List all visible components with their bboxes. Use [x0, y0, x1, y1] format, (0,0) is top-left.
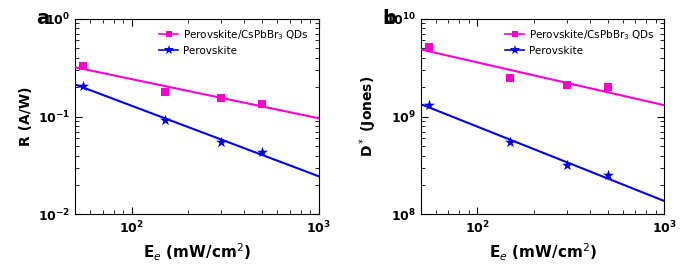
Point	[561, 163, 572, 167]
Point	[216, 140, 227, 144]
Point	[505, 76, 516, 80]
Point	[77, 64, 88, 68]
Y-axis label: D$^*$ (Jones): D$^*$ (Jones)	[358, 76, 379, 157]
Point	[603, 85, 614, 89]
Point	[423, 44, 434, 49]
Point	[561, 83, 572, 87]
Point	[257, 150, 268, 155]
Point	[159, 90, 170, 94]
Text: a: a	[36, 9, 49, 28]
Legend: Perovskite/CsPbBr$_3$ QDs, Perovskite: Perovskite/CsPbBr$_3$ QDs, Perovskite	[501, 24, 659, 60]
Legend: Perovskite/CsPbBr$_3$ QDs, Perovskite: Perovskite/CsPbBr$_3$ QDs, Perovskite	[155, 24, 314, 60]
X-axis label: E$_e$ (mW/cm$^2$): E$_e$ (mW/cm$^2$)	[143, 241, 251, 263]
Point	[159, 118, 170, 122]
X-axis label: E$_e$ (mW/cm$^2$): E$_e$ (mW/cm$^2$)	[488, 241, 597, 263]
Point	[423, 103, 434, 107]
Point	[257, 102, 268, 106]
Text: b: b	[382, 9, 396, 28]
Point	[77, 84, 88, 88]
Point	[603, 173, 614, 178]
Point	[505, 140, 516, 144]
Point	[216, 96, 227, 100]
Y-axis label: R (A/W): R (A/W)	[18, 87, 33, 146]
